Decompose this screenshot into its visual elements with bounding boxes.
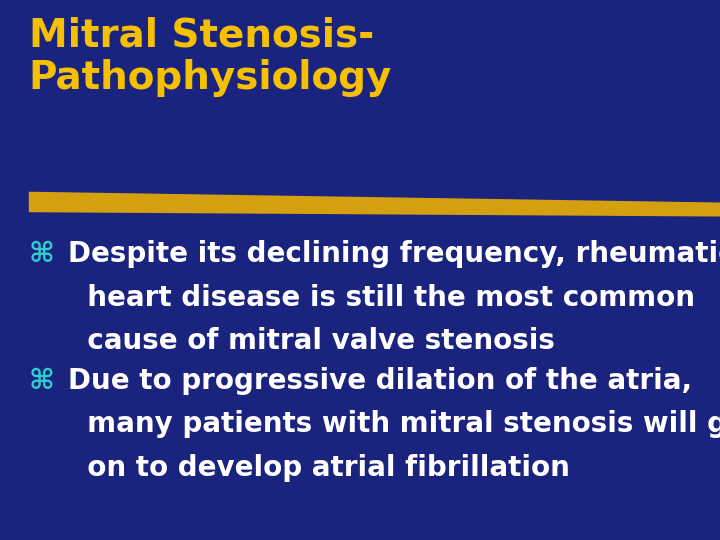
Text: on to develop atrial fibrillation: on to develop atrial fibrillation <box>68 454 570 482</box>
Text: Due to progressive dilation of the atria,: Due to progressive dilation of the atria… <box>68 367 693 395</box>
Text: ⌘: ⌘ <box>29 367 55 395</box>
Text: Mitral Stenosis-
Pathophysiology: Mitral Stenosis- Pathophysiology <box>29 16 392 97</box>
Text: Despite its declining frequency, rheumatic: Despite its declining frequency, rheumat… <box>68 240 720 268</box>
Text: heart disease is still the most common: heart disease is still the most common <box>68 284 696 312</box>
Text: ⌘: ⌘ <box>29 240 55 268</box>
Polygon shape <box>29 192 720 217</box>
Text: many patients with mitral stenosis will go: many patients with mitral stenosis will … <box>68 410 720 438</box>
Text: cause of mitral valve stenosis: cause of mitral valve stenosis <box>68 327 555 355</box>
